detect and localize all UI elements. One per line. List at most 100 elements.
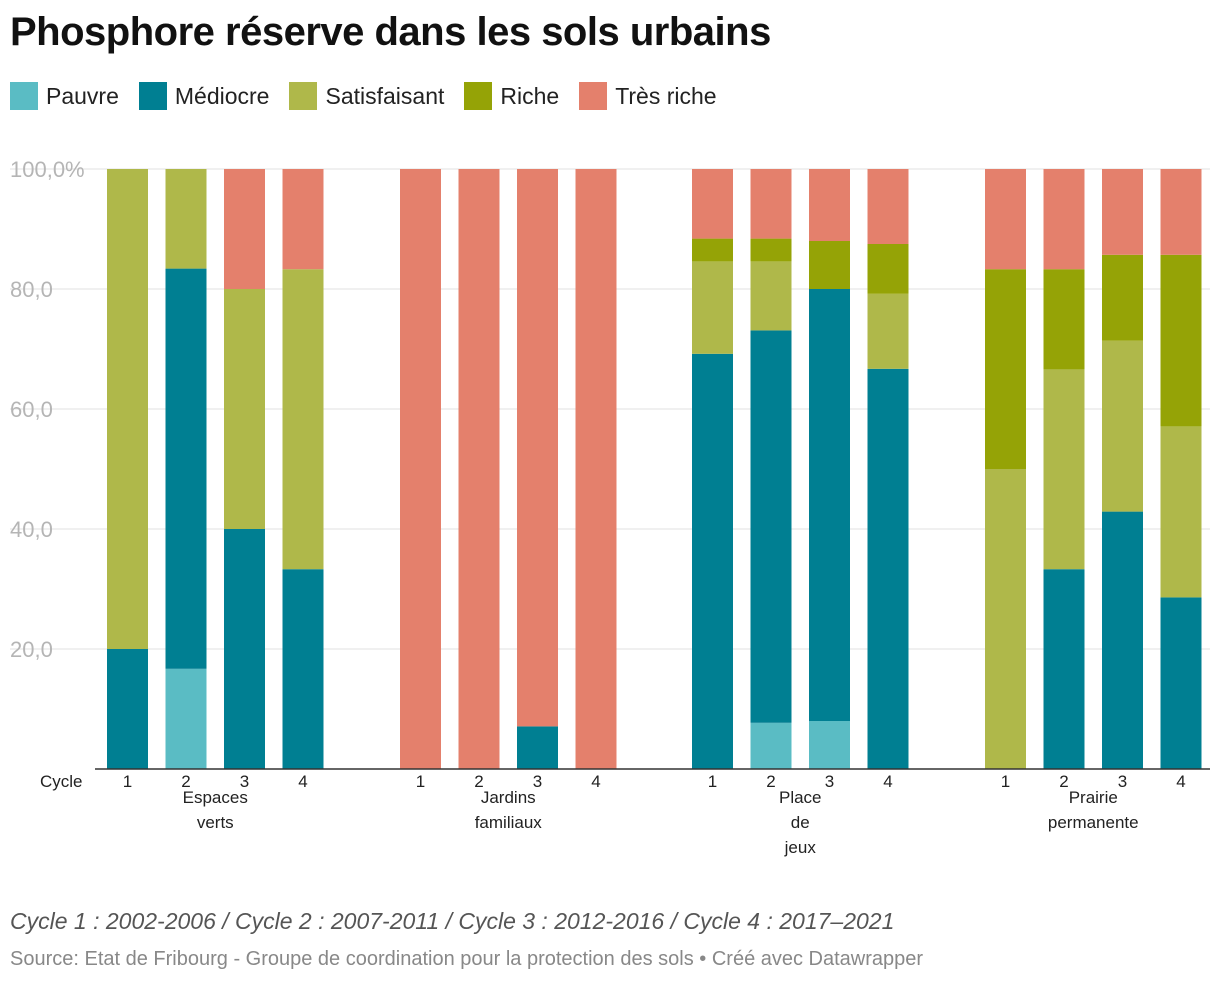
bar-segment-prairie-permanente-cycle-3-riche — [1102, 254, 1143, 341]
bar-segment-espaces-verts-cycle-2-pauvre — [165, 668, 207, 769]
bar-segment-espaces-verts-cycle-2-satisfaisant — [165, 169, 207, 269]
cycle-tick-label: 3 — [240, 772, 249, 791]
legend-item-tres-riche: Très riche — [579, 82, 717, 110]
cycle-tick-label: 1 — [1001, 772, 1010, 791]
cycle-tick-label: 4 — [883, 772, 892, 791]
legend-label-pauvre: Pauvre — [46, 82, 119, 109]
cycle-tick-label: 4 — [298, 772, 307, 791]
bar-segment-place-de-jeux-cycle-2-riche — [750, 238, 792, 262]
legend-label-mediocre: Médiocre — [174, 82, 270, 109]
bar-segment-place-de-jeux-cycle-3-riche — [809, 241, 850, 289]
bar-segment-prairie-permanente-cycle-3-mediocre — [1102, 511, 1143, 769]
cycle-tick-label: 1 — [416, 772, 425, 791]
group-label-jardins-familiaux: familiaux — [475, 813, 543, 832]
bar-segment-jardins-familiaux-cycle-3-tres-riche — [517, 169, 558, 727]
bar-segment-prairie-permanente-cycle-1-tres-riche — [985, 169, 1026, 270]
cycle-tick-label: 2 — [181, 772, 190, 791]
cycle-tick-label: 2 — [1059, 772, 1068, 791]
bar-segment-prairie-permanente-cycle-4-riche — [1160, 254, 1202, 427]
x-axis-title: Cycle — [40, 772, 83, 791]
bar-segment-place-de-jeux-cycle-3-mediocre — [809, 289, 850, 721]
legend-swatch-satisfaisant — [289, 82, 318, 110]
legend-label-riche: Riche — [500, 82, 560, 109]
bar-segment-prairie-permanente-cycle-1-satisfaisant — [985, 469, 1026, 769]
bar-segment-prairie-permanente-cycle-3-satisfaisant — [1102, 340, 1143, 512]
bar-segment-place-de-jeux-cycle-1-satisfaisant — [692, 261, 733, 354]
bar-segment-prairie-permanente-cycle-2-tres-riche — [1043, 169, 1085, 270]
cycle-tick-label: 2 — [474, 772, 483, 791]
bar-segment-espaces-verts-cycle-1-mediocre — [107, 649, 148, 769]
legend-item-satisfaisant: Satisfaisant — [289, 82, 444, 110]
bar-segment-prairie-permanente-cycle-1-riche — [985, 269, 1026, 469]
y-tick-label: 100,0% — [10, 157, 85, 182]
bar-segment-place-de-jeux-cycle-1-riche — [692, 238, 733, 262]
legend-item-riche: Riche — [464, 82, 559, 110]
bar-segment-jardins-familiaux-cycle-4-tres-riche — [575, 169, 617, 769]
source-line: Source: Etat de Fribourg - Groupe de coo… — [10, 948, 924, 970]
group-label-place-de-jeux: de — [791, 813, 810, 832]
legend-swatch-pauvre — [10, 82, 38, 110]
bar-segment-place-de-jeux-cycle-2-pauvre — [750, 722, 792, 769]
bar-segment-place-de-jeux-cycle-1-tres-riche — [692, 169, 733, 239]
bar-segment-prairie-permanente-cycle-3-tres-riche — [1102, 169, 1143, 255]
legend-swatch-tres-riche — [579, 82, 608, 110]
y-tick-label: 40,0 — [10, 517, 53, 542]
bar-segment-prairie-permanente-cycle-4-mediocre — [1160, 597, 1202, 769]
group-label-prairie-permanente: Prairie — [1069, 788, 1118, 807]
y-tick-label: 80,0 — [10, 277, 53, 302]
legend-swatch-riche — [464, 82, 493, 110]
bar-segment-place-de-jeux-cycle-1-mediocre — [692, 353, 733, 769]
legend-swatch-mediocre — [138, 82, 167, 110]
cycle-tick-label: 1 — [123, 772, 132, 791]
cycle-note: Cycle 1 : 2002-2006 / Cycle 2 : 2007-201… — [10, 908, 895, 934]
y-tick-label: 20,0 — [10, 637, 53, 662]
bar-segment-place-de-jeux-cycle-2-satisfaisant — [750, 261, 792, 331]
legend: Pauvre Médiocre Satisfaisant Riche Très … — [10, 82, 717, 110]
x-axis: Cycle 1 2 3 4 Espaces verts 1 2 3 4 Jardins familiau… — [40, 768, 1210, 857]
bar-segment-jardins-familiaux-cycle-1-tres-riche — [400, 169, 441, 769]
cycle-tick-label: 2 — [766, 772, 775, 791]
bar-segment-place-de-jeux-cycle-3-tres-riche — [809, 169, 850, 241]
bars — [107, 169, 1202, 769]
legend-item-pauvre: Pauvre — [10, 82, 119, 110]
bar-segment-prairie-permanente-cycle-2-satisfaisant — [1043, 369, 1085, 570]
bar-segment-espaces-verts-cycle-4-satisfaisant — [282, 269, 324, 570]
group-label-place-de-jeux: Place — [779, 788, 822, 807]
group-label-espaces-verts: Espaces — [183, 788, 248, 807]
bar-segment-espaces-verts-cycle-3-satisfaisant — [224, 289, 265, 529]
cycle-tick-label: 3 — [825, 772, 834, 791]
bar-segment-prairie-permanente-cycle-2-riche — [1043, 269, 1085, 370]
chart-title: Phosphore réserve dans les sols urbains — [10, 10, 771, 54]
bar-segment-place-de-jeux-cycle-2-mediocre — [750, 330, 792, 723]
bar-segment-espaces-verts-cycle-3-tres-riche — [224, 169, 265, 289]
bar-segment-place-de-jeux-cycle-4-tres-riche — [867, 169, 909, 244]
bar-segment-place-de-jeux-cycle-4-satisfaisant — [867, 293, 909, 369]
cycle-tick-label: 4 — [591, 772, 600, 791]
bar-segment-espaces-verts-cycle-3-mediocre — [224, 529, 265, 769]
cycle-tick-label: 3 — [533, 772, 542, 791]
bar-segment-jardins-familiaux-cycle-2-tres-riche — [458, 169, 500, 769]
legend-label-tres-riche: Très riche — [615, 82, 717, 109]
bar-segment-espaces-verts-cycle-4-tres-riche — [282, 169, 324, 270]
bar-segment-prairie-permanente-cycle-4-satisfaisant — [1160, 426, 1202, 598]
group-label-prairie-permanente: permanente — [1048, 813, 1139, 832]
cycle-tick-label: 3 — [1118, 772, 1127, 791]
legend-label-satisfaisant: Satisfaisant — [325, 82, 445, 109]
group-label-espaces-verts: verts — [197, 813, 234, 832]
stacked-bar-chart: 20,0 40,0 60,0 80,0 100,0% Cycle 1 2 3 4 Espaces v… — [10, 157, 1210, 857]
y-tick-label: 60,0 — [10, 397, 53, 422]
group-label-place-de-jeux: jeux — [784, 838, 817, 857]
legend-item-mediocre: Médiocre — [138, 82, 270, 110]
bar-segment-espaces-verts-cycle-4-mediocre — [282, 569, 324, 769]
bar-segment-prairie-permanente-cycle-4-tres-riche — [1160, 169, 1202, 255]
bar-segment-place-de-jeux-cycle-4-riche — [867, 244, 909, 294]
bar-segment-espaces-verts-cycle-2-mediocre — [165, 268, 207, 669]
bar-segment-place-de-jeux-cycle-3-pauvre — [809, 721, 850, 769]
bar-segment-place-de-jeux-cycle-2-tres-riche — [750, 169, 792, 239]
bar-segment-place-de-jeux-cycle-4-mediocre — [867, 368, 909, 769]
bar-segment-prairie-permanente-cycle-2-mediocre — [1043, 569, 1085, 769]
cycle-tick-label: 4 — [1176, 772, 1185, 791]
cycle-tick-label: 1 — [708, 772, 717, 791]
bar-segment-jardins-familiaux-cycle-3-mediocre — [517, 726, 558, 769]
bar-segment-espaces-verts-cycle-1-satisfaisant — [107, 169, 148, 649]
